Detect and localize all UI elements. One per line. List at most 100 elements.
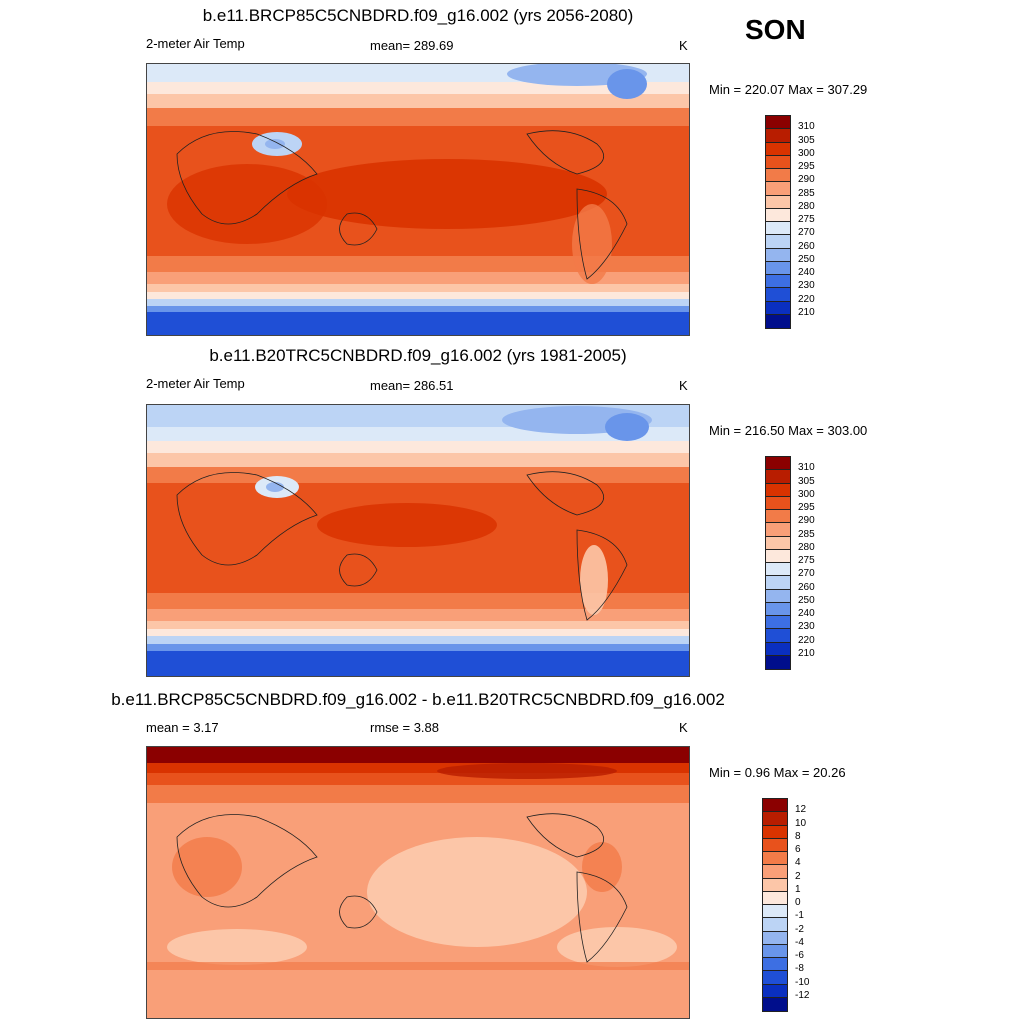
panel3-colorbar-swatch xyxy=(763,905,787,919)
panel3-colorbar-swatch xyxy=(763,825,787,839)
panel2-colorbar-tick-label: 310 xyxy=(798,462,815,474)
panel2-colorbar-swatch xyxy=(766,576,790,590)
panel3-colorbar-swatch xyxy=(763,984,787,998)
panel2-colorbar-tick-label: 240 xyxy=(798,608,815,619)
panel1-colorbar-swatch xyxy=(766,208,790,222)
panel1-colorbar-tick-label: 270 xyxy=(798,227,815,239)
panel1-temperature-field xyxy=(147,64,689,335)
panel3-colorbar-tick-label: -1 xyxy=(795,910,804,922)
panel1-colorbar-tick-label: 290 xyxy=(798,174,815,186)
panel2-variable-label: 2-meter Air Temp xyxy=(146,376,245,391)
panel2-colorbar-tick-label: 280 xyxy=(798,541,815,553)
panel3-colorbar-tick-label: -6 xyxy=(795,950,804,961)
panel3-colorbar-tick-label: -12 xyxy=(795,989,810,1001)
panel3-colorbar-swatch xyxy=(763,891,787,905)
panel1-colorbar-tick-label: 285 xyxy=(798,187,815,199)
panel1-colorbar-swatch xyxy=(766,195,790,209)
panel2-colorbar-tick-label: 285 xyxy=(798,528,815,540)
panel2-units: K xyxy=(679,378,688,393)
panel1-colorbar-swatch xyxy=(766,155,790,169)
panel2-colorbar-tick-label: 275 xyxy=(798,555,815,566)
panel2-colorbar-swatch xyxy=(766,510,790,524)
panel3-colorbar-swatch xyxy=(763,958,787,972)
panel2-colorbar-swatch xyxy=(766,536,790,550)
panel1-colorbar-tick-label: 300 xyxy=(798,147,815,159)
panel2-colorbar-swatch xyxy=(766,549,790,563)
panel3-rmse-label: rmse = 3.88 xyxy=(370,720,440,735)
panel3-colorbar-swatch xyxy=(763,865,787,879)
panel1-colorbar-swatch xyxy=(766,235,790,249)
panel1-title: b.e11.BRCP85C5CNBDRD.f09_g16.002 (yrs 20… xyxy=(202,6,634,25)
panel2-colorbar-tick-label: 300 xyxy=(798,488,815,500)
panel1-colorbar-swatch xyxy=(766,129,790,143)
panel1-map xyxy=(146,63,690,336)
panel2-colorbar-tick-label: 270 xyxy=(798,568,815,580)
panel3-colorbar-swatch xyxy=(763,997,787,1011)
panel3-colorbar-tick-label: 1 xyxy=(795,883,801,895)
panel3-colorbar-swatch xyxy=(763,799,787,813)
panel2-mean-label: mean= 286.51 xyxy=(370,378,454,393)
panel1-units: K xyxy=(679,38,688,53)
panel3-colorbar-swatch xyxy=(763,812,787,826)
panel1-colorbar-swatch xyxy=(766,261,790,275)
panel2-minmax: Min = 216.50 Max = 303.00 xyxy=(709,423,868,438)
panel2-colorbar-swatch xyxy=(766,470,790,484)
panel2-colorbar-tick-label: 305 xyxy=(798,475,815,487)
panel2-colorbar-swatch xyxy=(766,589,790,603)
panel3-colorbar xyxy=(762,798,788,1012)
panel1-colorbar-swatch xyxy=(766,116,790,130)
panel1-colorbar-swatch xyxy=(766,248,790,262)
panel3-mean-label: mean = 3.17 xyxy=(146,720,219,735)
panel3-minmax: Min = 0.96 Max = 20.26 xyxy=(709,765,846,780)
panel1-mean-label: mean= 289.69 xyxy=(370,38,454,53)
panel2-temperature-field xyxy=(147,405,689,676)
panel3-colorbar-swatch xyxy=(763,931,787,945)
panel2-colorbar-swatch xyxy=(766,655,790,669)
panel1-minmax: Min = 220.07 Max = 307.29 xyxy=(709,82,868,97)
panel1-colorbar-swatch xyxy=(766,275,790,289)
panel1-colorbar-tick-label: 295 xyxy=(798,161,815,172)
panel3-colorbar-tick-label: 12 xyxy=(795,804,807,816)
panel3-colorbar-tick-label: -10 xyxy=(795,976,810,988)
panel2-colorbar-swatch xyxy=(766,496,790,510)
panel2-colorbar-tick-label: 230 xyxy=(798,621,815,633)
panel2-map xyxy=(146,404,690,677)
panel3-colorbar-swatch xyxy=(763,838,787,852)
panel1-colorbar-tick-label: 250 xyxy=(798,253,815,265)
panel2-colorbar-tick-label: 295 xyxy=(798,502,815,513)
panel2-colorbar-tick-label: 210 xyxy=(798,647,815,659)
panel2-colorbar-swatch xyxy=(766,523,790,537)
panel1-colorbar-swatch xyxy=(766,222,790,236)
panel1-colorbar-tick-label: 210 xyxy=(798,306,815,318)
panel1-variable-label: 2-meter Air Temp xyxy=(146,36,245,51)
panel1-colorbar-swatch xyxy=(766,288,790,302)
panel2-colorbar-swatch xyxy=(766,616,790,630)
panel3-colorbar-swatch xyxy=(763,971,787,985)
panel1-colorbar xyxy=(765,115,791,329)
panel1-colorbar-tick-label: 310 xyxy=(798,121,815,133)
panel1-colorbar-swatch xyxy=(766,169,790,183)
panel1-colorbar-tick-label: 275 xyxy=(798,214,815,225)
panel1-colorbar-tick-label: 220 xyxy=(798,293,815,305)
panel1-colorbar-tick-label: 305 xyxy=(798,134,815,146)
panel3-colorbar-tick-label: -4 xyxy=(795,936,804,948)
panel2-colorbar-tick-label: 220 xyxy=(798,634,815,646)
panel1-colorbar-swatch xyxy=(766,142,790,156)
panel3-colorbar-tick-label: 2 xyxy=(795,870,801,882)
panel1-colorbar-tick-label: 260 xyxy=(798,240,815,252)
panel1-colorbar-swatch xyxy=(766,301,790,315)
panel1-colorbar-swatch xyxy=(766,314,790,328)
panel1-colorbar-swatch xyxy=(766,182,790,196)
panel3-colorbar-tick-label: 6 xyxy=(795,844,801,855)
panel2-colorbar-swatch xyxy=(766,602,790,616)
panel2-colorbar-swatch xyxy=(766,563,790,577)
panel3-colorbar-tick-label: -8 xyxy=(795,963,804,975)
panel3-map xyxy=(146,746,690,1019)
panel3-difference-field xyxy=(147,747,689,1018)
panel2-colorbar-tick-label: 290 xyxy=(798,515,815,527)
panel3-colorbar-swatch xyxy=(763,878,787,892)
panel3-colorbar-swatch xyxy=(763,944,787,958)
panel3-title: b.e11.BRCP85C5CNBDRD.f09_g16.002 - b.e11… xyxy=(111,690,725,709)
panel1-colorbar-tick-label: 280 xyxy=(798,200,815,212)
panel3-colorbar-tick-label: 8 xyxy=(795,830,801,842)
